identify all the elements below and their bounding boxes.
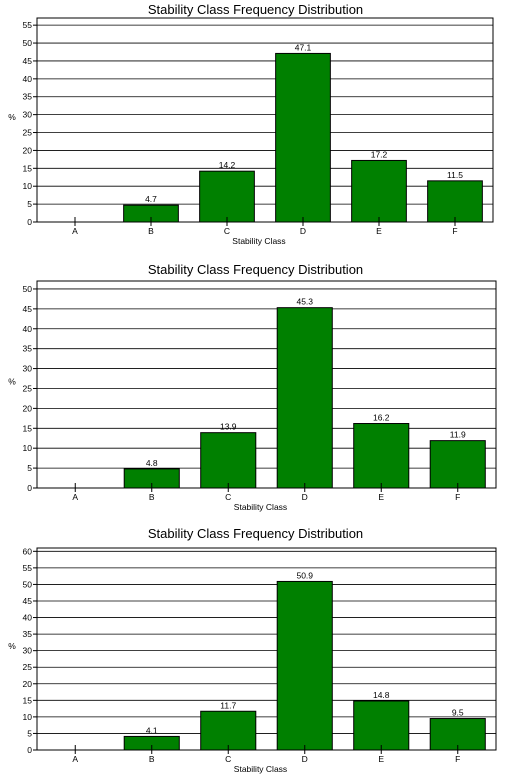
bar-E bbox=[353, 423, 410, 489]
y-axis-title: % bbox=[8, 641, 16, 651]
data-label: 14.8 bbox=[373, 690, 390, 700]
x-tick-label: F bbox=[455, 492, 460, 502]
y-tick-label: 45 bbox=[23, 596, 33, 606]
y-tick-label: 5 bbox=[27, 463, 32, 473]
bar-D bbox=[276, 307, 333, 489]
chart-1-plot: 0 5 10 15 20 25 30 35 40 45 50 55 A 4.7 B 14.2 C 47.1 D 17.… bbox=[8, 17, 494, 246]
x-tick-label: C bbox=[224, 226, 230, 236]
y-tick-label: 30 bbox=[23, 646, 33, 656]
data-label: 4.1 bbox=[146, 725, 158, 735]
data-label: 16.2 bbox=[373, 413, 390, 423]
plot-frame bbox=[36, 280, 497, 489]
x-tick-label: A bbox=[72, 226, 78, 236]
chart-title: Stability Class Frequency Distribution bbox=[147, 2, 364, 17]
y-tick-label: 30 bbox=[23, 110, 33, 120]
y-tick-label: 15 bbox=[23, 423, 33, 433]
chart-title: Stability Class Frequency Distribution bbox=[147, 262, 364, 277]
data-label: 4.7 bbox=[145, 194, 157, 204]
chart-2: 0 5 10 15 20 25 30 35 40 45 50 A 4.8 B 13.9 C 45.3 D 16.2 E… bbox=[0, 260, 511, 512]
chart-3: 0 5 10 15 20 25 30 35 40 45 50 55 60 A 4.1 B 11.7 C 50.9 D 1… bbox=[0, 524, 511, 774]
y-tick-label: 0 bbox=[27, 745, 32, 755]
bar-D bbox=[275, 52, 331, 223]
data-label: 50.9 bbox=[296, 570, 313, 580]
data-label: 13.9 bbox=[220, 422, 237, 432]
y-tick-label: 5 bbox=[27, 728, 32, 738]
x-tick-label: D bbox=[302, 492, 308, 502]
x-tick-label: B bbox=[149, 492, 155, 502]
y-tick-label: 5 bbox=[27, 199, 32, 209]
bar-F bbox=[429, 440, 486, 489]
y-tick-label: 10 bbox=[23, 443, 33, 453]
x-tick-label: A bbox=[72, 754, 78, 764]
x-tick-label: D bbox=[302, 754, 308, 764]
y-axis-title: % bbox=[8, 377, 16, 387]
plot-frame bbox=[36, 17, 494, 223]
y-tick-label: 50 bbox=[23, 579, 33, 589]
x-tick-label: B bbox=[148, 226, 154, 236]
data-label: 45.3 bbox=[296, 297, 313, 307]
bar-C bbox=[200, 710, 257, 751]
x-tick-label: E bbox=[378, 492, 384, 502]
y-tick-label: 40 bbox=[23, 324, 33, 334]
data-label: 4.8 bbox=[146, 458, 158, 468]
y-tick-label: 25 bbox=[23, 128, 33, 138]
data-label: 11.9 bbox=[450, 430, 466, 440]
data-label: 9.5 bbox=[452, 708, 464, 718]
x-axis-title: Stability Class bbox=[234, 764, 287, 774]
x-tick-label: E bbox=[376, 226, 382, 236]
y-tick-label: 35 bbox=[23, 92, 33, 102]
y-tick-label: 45 bbox=[23, 56, 33, 66]
y-tick-label: 50 bbox=[23, 38, 33, 48]
y-tick-label: 0 bbox=[27, 483, 32, 493]
x-tick-label: F bbox=[455, 754, 460, 764]
y-tick-label: 20 bbox=[23, 145, 33, 155]
bar-F bbox=[429, 718, 486, 751]
y-tick-label: 60 bbox=[23, 546, 33, 556]
chart-1: 0 5 10 15 20 25 30 35 40 45 50 55 A 4.7 B 14.2 C 47.1 D 17.… bbox=[0, 0, 511, 250]
x-tick-label: A bbox=[72, 492, 78, 502]
y-tick-label: 40 bbox=[23, 613, 33, 623]
data-label: 17.2 bbox=[371, 149, 388, 159]
plot-frame bbox=[36, 547, 497, 751]
y-tick-label: 10 bbox=[23, 712, 33, 722]
bar-F bbox=[427, 180, 483, 223]
y-tick-label: 45 bbox=[23, 304, 33, 314]
bar-E bbox=[351, 159, 407, 223]
y-tick-label: 55 bbox=[23, 563, 33, 573]
data-label: 47.1 bbox=[295, 42, 312, 52]
y-tick-label: 40 bbox=[23, 74, 33, 84]
chart-2-plot: 0 5 10 15 20 25 30 35 40 45 50 A 4.8 B 13.9 C 45.3 D 16.2 E… bbox=[8, 280, 497, 512]
y-axis-title: % bbox=[8, 112, 16, 122]
x-tick-label: B bbox=[149, 754, 155, 764]
x-tick-label: C bbox=[225, 492, 231, 502]
y-tick-label: 15 bbox=[23, 163, 33, 173]
y-tick-label: 20 bbox=[23, 403, 33, 413]
x-tick-label: F bbox=[452, 226, 457, 236]
x-tick-label: C bbox=[225, 754, 231, 764]
y-tick-label: 35 bbox=[23, 629, 33, 639]
y-tick-label: 15 bbox=[23, 695, 33, 705]
y-tick-label: 20 bbox=[23, 679, 33, 689]
data-label: 11.7 bbox=[220, 700, 236, 710]
y-tick-label: 30 bbox=[23, 364, 33, 374]
y-tick-label: 25 bbox=[23, 383, 33, 393]
y-tick-label: 35 bbox=[23, 344, 33, 354]
data-label: 11.5 bbox=[447, 170, 463, 180]
chart-3-plot: 0 5 10 15 20 25 30 35 40 45 50 55 60 A 4.1 B 11.7 C 50.9 D 1… bbox=[8, 546, 497, 774]
chart-title: Stability Class Frequency Distribution bbox=[147, 526, 364, 541]
bar-D bbox=[276, 580, 333, 751]
y-tick-label: 0 bbox=[27, 217, 32, 227]
x-tick-label: E bbox=[378, 754, 384, 764]
x-tick-label: D bbox=[300, 226, 306, 236]
bar-C bbox=[199, 170, 255, 223]
y-tick-label: 25 bbox=[23, 662, 33, 672]
y-tick-label: 50 bbox=[23, 284, 33, 294]
x-axis-title: Stability Class bbox=[234, 502, 287, 512]
data-label: 14.2 bbox=[219, 160, 236, 170]
y-tick-label: 10 bbox=[23, 181, 33, 191]
y-tick-label: 55 bbox=[23, 20, 33, 30]
x-axis-title: Stability Class bbox=[232, 236, 285, 246]
bar-E bbox=[353, 700, 410, 751]
bar-C bbox=[200, 432, 257, 489]
